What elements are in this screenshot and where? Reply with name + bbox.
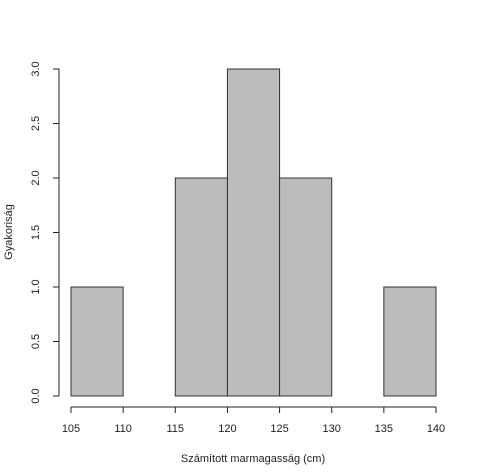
y-tick-label: 0.0 — [30, 388, 42, 403]
x-tick-label: 125 — [270, 423, 288, 435]
x-tick-label: 105 — [62, 423, 80, 435]
x-tick-label: 115 — [167, 423, 185, 435]
y-tick-label: 3.0 — [30, 61, 42, 76]
histogram-bar — [70, 286, 124, 397]
y-tick-label: 1.5 — [30, 225, 42, 240]
x-tick-label: 130 — [323, 423, 341, 435]
x-tick-label: 110 — [114, 423, 132, 435]
x-tick-label: 140 — [427, 423, 445, 435]
y-tick-label: 1.0 — [30, 279, 42, 294]
y-axis: 0.0 0.5 1.0 1.5 2.0 2.5 3.0 — [30, 61, 60, 404]
histogram-bar — [279, 177, 333, 397]
histogram-bar — [174, 177, 228, 397]
histogram-bar — [383, 286, 437, 397]
x-tick-label: 120 — [218, 423, 236, 435]
y-tick-label: 2.0 — [30, 170, 42, 185]
x-axis: 105 110 115 120 125 130 135 140 — [62, 406, 445, 435]
x-axis-label: Számított marmagasság (cm) — [181, 453, 325, 465]
y-tick-label: 2.5 — [30, 116, 42, 131]
histogram-bars — [70, 68, 437, 397]
y-tick-label: 0.5 — [30, 334, 42, 349]
histogram-bar — [226, 68, 281, 397]
y-axis-label: Gyakoriság — [3, 204, 15, 260]
x-tick-label: 135 — [375, 423, 393, 435]
